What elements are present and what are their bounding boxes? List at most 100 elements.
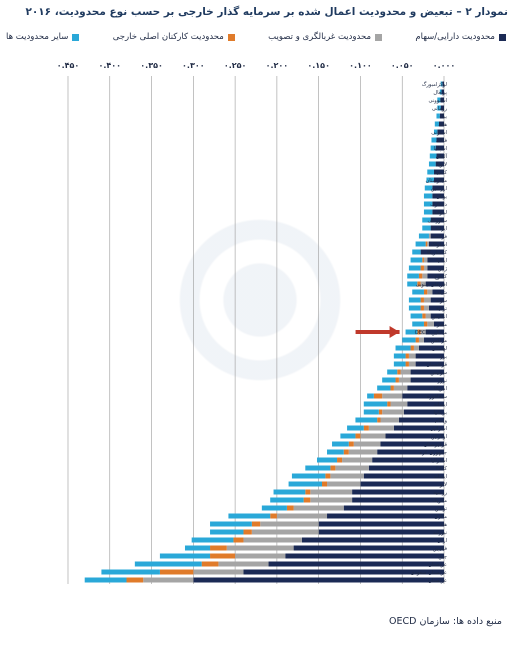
- bar-segment: [193, 577, 444, 583]
- category-label: فیلیپین: [433, 546, 448, 552]
- category-label: میانگین OECD: [415, 329, 448, 336]
- x-tick-label: ۰.۱۵۰: [307, 61, 330, 70]
- category-label: لوکزامبورگ: [422, 80, 448, 88]
- bar-segment: [423, 193, 433, 199]
- bar-segment: [380, 441, 444, 447]
- legend-label: محدودیت غربالگری و تصویب: [268, 32, 372, 42]
- bar-segment: [428, 233, 431, 239]
- bar-segment: [327, 513, 444, 519]
- bar-segment: [437, 129, 444, 135]
- bar-segment: [436, 113, 440, 119]
- category-label: مجارستان: [425, 178, 447, 184]
- category-label: ارژانتین: [431, 186, 447, 192]
- bar-segment: [332, 441, 349, 447]
- bar-segment: [210, 521, 252, 527]
- source-note: منبع داده ها: سازمان OECD: [389, 616, 502, 627]
- bar-segment: [418, 345, 444, 351]
- bar-segment: [393, 425, 444, 431]
- bar-segment: [398, 417, 444, 423]
- bar-segment: [352, 497, 444, 503]
- bar-segment: [235, 553, 286, 559]
- bar-segment: [260, 521, 319, 527]
- category-label: امریکا: [434, 386, 447, 392]
- bar-segment: [385, 433, 444, 439]
- bar-segment: [428, 161, 436, 167]
- x-tick-label: ۰.۱۰۰: [349, 61, 372, 70]
- bar-segment: [410, 313, 423, 319]
- bar-segment: [420, 265, 424, 271]
- category-label: عربستان: [428, 578, 447, 584]
- bar-segment: [417, 329, 421, 335]
- bar-segment: [412, 249, 421, 255]
- bar-segment: [422, 257, 424, 263]
- legend-swatch: [227, 33, 235, 41]
- bar-segment: [363, 425, 369, 431]
- category-label: آلمان: [436, 153, 448, 160]
- category-label: سنغافوره: [427, 394, 447, 400]
- bar-segment: [201, 561, 219, 567]
- bar-segment: [427, 289, 433, 295]
- legend-label: محدودیت دارایی/سهام: [415, 32, 495, 42]
- bar-segment: [268, 561, 444, 567]
- bar-segment: [393, 361, 406, 367]
- category-label: اردن: [437, 538, 447, 544]
- bar-segment: [373, 393, 383, 399]
- bar-segment: [327, 449, 344, 455]
- bar-segment: [273, 489, 306, 495]
- bar-segment: [368, 465, 444, 471]
- bar-segment: [425, 313, 431, 319]
- bar-segment: [360, 481, 444, 487]
- bar-segment: [343, 505, 444, 511]
- bar-segment: [430, 297, 444, 303]
- bar-segment: [412, 321, 424, 327]
- bar-segment: [159, 569, 194, 575]
- bar-segment: [368, 425, 394, 431]
- bar-segment: [363, 401, 388, 407]
- bar-segment: [293, 545, 444, 551]
- category-label: اسرائیل: [430, 426, 447, 432]
- bar-segment: [425, 329, 444, 335]
- chart-title: نمودار ۲ – تبعیض و محدودیت اعمال شده بر …: [25, 6, 508, 18]
- bar-segment: [390, 385, 394, 391]
- bar-segment: [342, 457, 373, 463]
- bar-segment: [395, 345, 411, 351]
- bar-segment: [422, 225, 431, 231]
- bar-segment: [301, 537, 444, 543]
- bar-segment: [408, 305, 421, 311]
- bar-segment: [251, 529, 319, 535]
- bar-segment: [393, 353, 406, 359]
- category-label: نروژ: [437, 378, 447, 384]
- bar-segment: [424, 185, 433, 191]
- legend-item: محدودیت کارکنان اصلی خارجی: [113, 30, 235, 44]
- bar-segment: [408, 361, 416, 367]
- bar-segment: [159, 553, 211, 559]
- bar-segment: [305, 489, 311, 495]
- bar-segment: [423, 321, 428, 327]
- legend-label: سایر محدودیت ها: [6, 32, 69, 42]
- bar-segment: [423, 289, 428, 295]
- bar-segment: [407, 385, 444, 391]
- bar-segment: [433, 321, 444, 327]
- bar-segment: [427, 273, 444, 279]
- category-label: مکزیک: [432, 497, 447, 504]
- bar-segment: [210, 529, 244, 535]
- stacked-bar-chart: ۰.۰۰۰ ۰.۰۵۰ ۰.۱۰۰ ۰.۱۵۰ ۰.۲۰۰ ۰.۲۵۰ ۰.۳۰۰ ۰.۳۵۰…: [57, 61, 455, 584]
- bar-segment: [382, 409, 404, 415]
- bar-segment: [353, 441, 381, 447]
- category-label: بریتانیا: [434, 410, 448, 416]
- category-label: روسیه: [433, 490, 447, 496]
- bar-segment: [134, 561, 202, 567]
- bar-segment: [382, 377, 396, 383]
- category-label: رومانی: [432, 106, 448, 112]
- category-label: ایتالیا: [436, 258, 447, 264]
- bar-segment: [327, 481, 361, 487]
- bar-segment: [143, 577, 194, 583]
- bar-segment: [348, 449, 378, 455]
- bar-segment: [431, 137, 437, 143]
- category-label: قزاقستان: [426, 362, 447, 368]
- x-tick-label: ۰.۴۰۰: [98, 61, 121, 70]
- category-label: ایسلند: [433, 474, 447, 480]
- bar-segment: [407, 401, 444, 407]
- bar-segment: [434, 121, 439, 127]
- bar-segment: [426, 177, 434, 183]
